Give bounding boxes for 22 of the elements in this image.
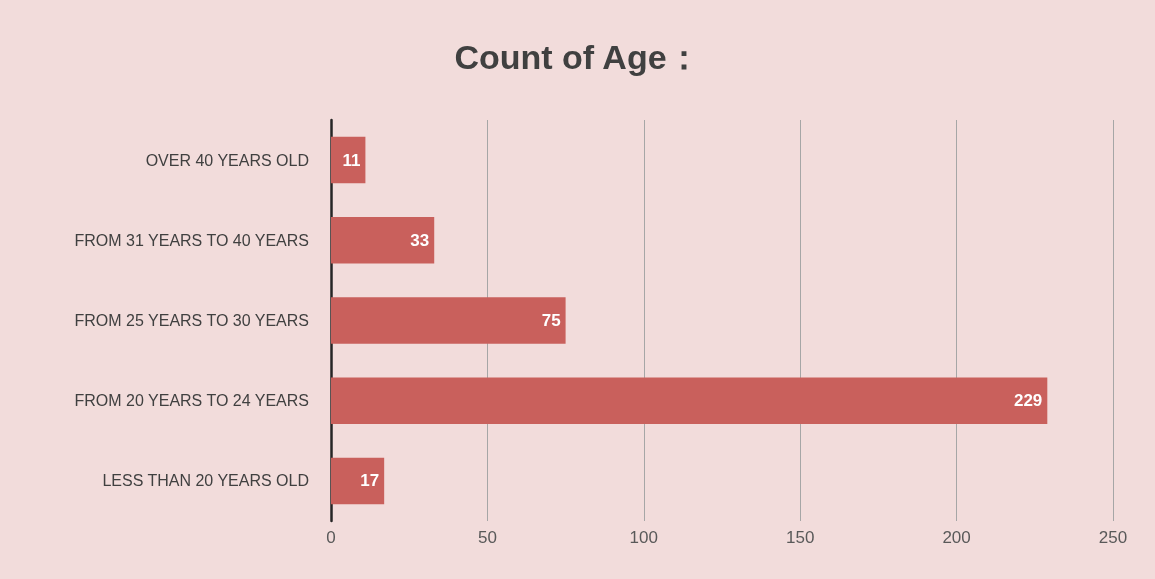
x-tick-label: 100 [629,528,658,547]
data-label: 17 [360,471,380,491]
data-label: 75 [541,311,561,330]
data-label: 33 [410,230,430,250]
bar [331,377,1048,424]
x-tick-label: 200 [942,528,971,547]
data-label: 11 [342,150,361,170]
data-label: 229 [1013,391,1043,411]
x-tick-label: 50 [477,528,497,547]
bar [331,457,385,505]
bar [331,136,366,184]
x-tick-label: 150 [786,528,815,547]
y-tick-label: FROM 31 YEARS TO 40 YEARS [74,231,309,249]
bar [331,297,566,344]
chart-title: Count of Age： [454,38,701,76]
bar [331,217,435,264]
y-tick-label: LESS THAN 20 YEARS OLD [102,472,309,490]
y-tick-label: OVER 40 YEARS OLD [145,151,309,169]
x-tick-label: 0 [326,528,336,547]
x-tick-label: 250 [1098,528,1128,547]
y-tick-label: FROM 20 YEARS TO 24 YEARS [74,392,309,410]
y-tick-label: FROM 25 YEARS TO 30 YEARS [74,312,309,329]
